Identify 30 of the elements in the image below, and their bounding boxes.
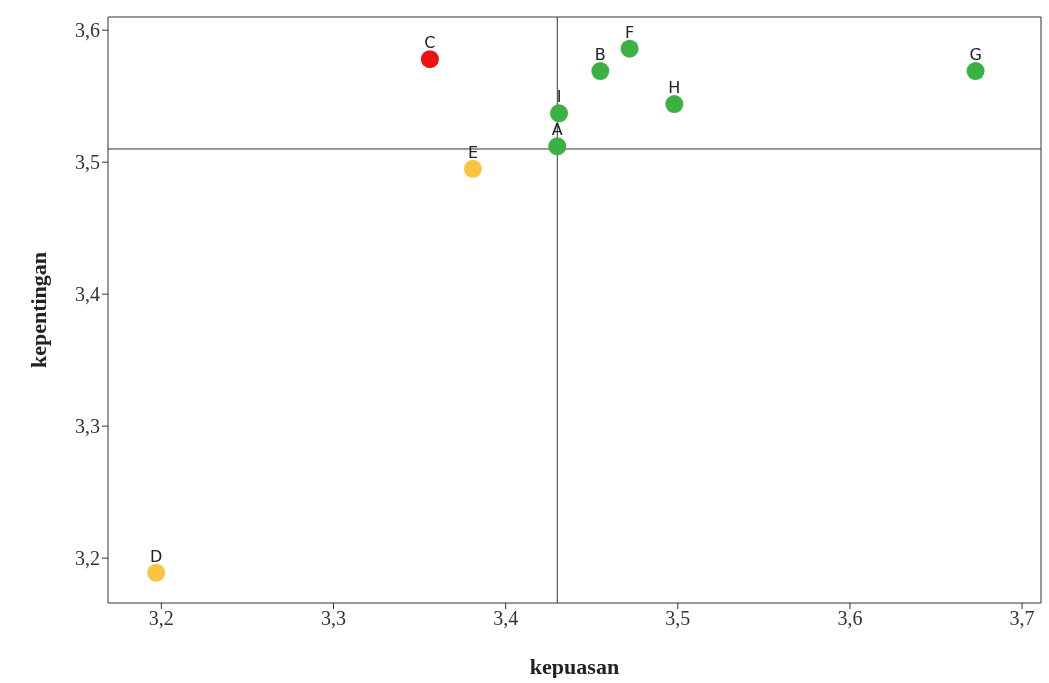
annotation: D bbox=[150, 546, 163, 566]
x-tick-label: 3,2 bbox=[148, 607, 174, 630]
y-axis-title: kepentingan bbox=[25, 251, 51, 369]
y-tick-label: 3,5 bbox=[75, 151, 100, 174]
point bbox=[620, 39, 639, 58]
x-tick-label: 3,4 bbox=[493, 607, 519, 630]
y-tick-label: 3,3 bbox=[75, 415, 100, 438]
point bbox=[665, 95, 684, 114]
point bbox=[550, 104, 569, 123]
point bbox=[420, 50, 439, 69]
y-tick-label: 3,2 bbox=[75, 547, 100, 570]
y-tick-label: 3,6 bbox=[75, 19, 100, 42]
point bbox=[147, 563, 166, 582]
annotation: C bbox=[424, 33, 436, 53]
y-tick-label: 3,4 bbox=[75, 283, 100, 306]
point bbox=[591, 62, 610, 81]
point bbox=[548, 137, 567, 156]
point bbox=[463, 159, 482, 178]
point bbox=[966, 62, 985, 81]
annotation: E bbox=[467, 142, 478, 162]
x-tick-label: 3,7 bbox=[1009, 607, 1035, 630]
annotation: B bbox=[594, 45, 606, 65]
annotation: F bbox=[624, 22, 635, 42]
annotation: H bbox=[668, 78, 681, 98]
annotation: I bbox=[556, 87, 562, 107]
x-tick-label: 3,5 bbox=[665, 607, 691, 630]
x-axis-title: kepuasan bbox=[529, 653, 620, 679]
x-tick-label: 3,3 bbox=[321, 607, 346, 630]
annotation: G bbox=[969, 45, 982, 65]
x-tick-label: 3,6 bbox=[837, 607, 863, 630]
